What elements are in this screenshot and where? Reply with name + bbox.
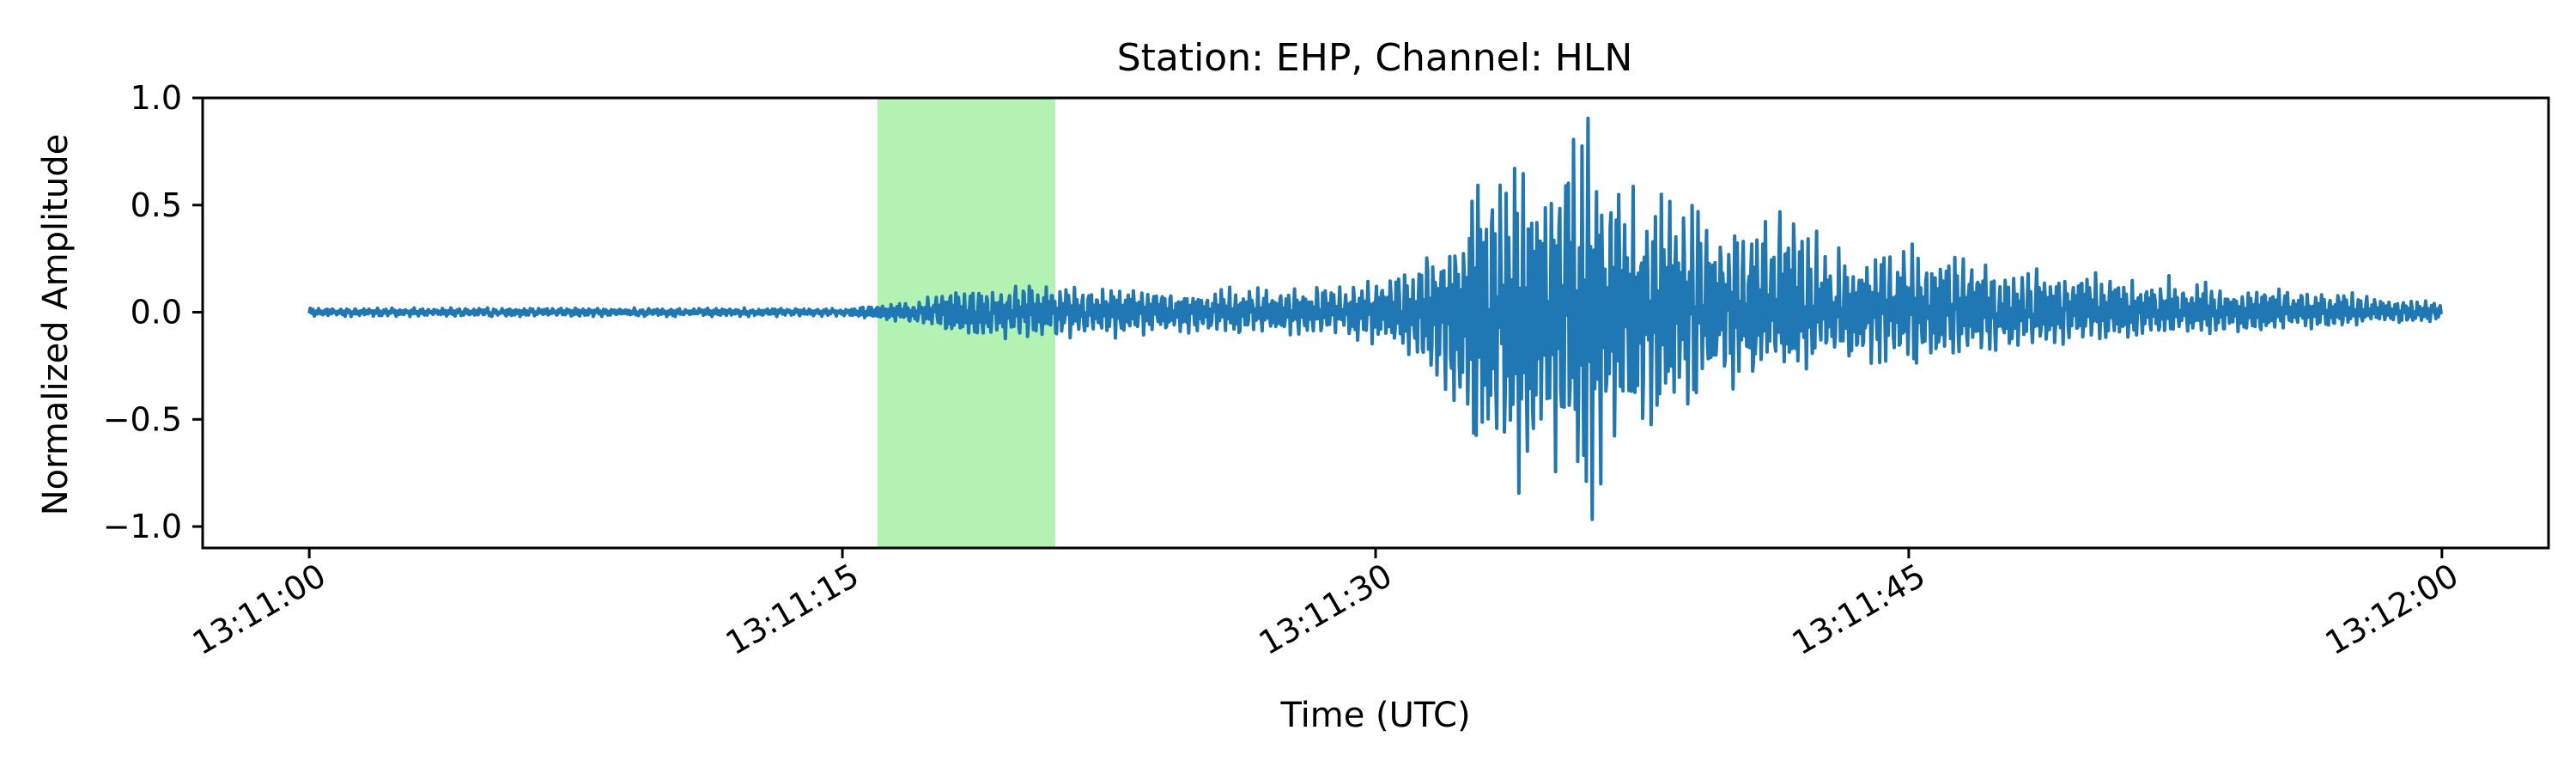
y-tick-label: 0.0: [131, 294, 182, 332]
y-tick-label: 1.0: [131, 79, 182, 117]
y-tick-label: −0.5: [103, 400, 182, 438]
y-axis-label: Normalized Amplitude: [36, 134, 76, 516]
y-tick-label: −1.0: [103, 508, 182, 545]
waveform-trace: [307, 116, 2444, 521]
x-axis: 13:11:00 13:11:15 13:11:30 13:11:45 13:12:00: [186, 548, 2464, 662]
x-tick-label: 13:11:30: [1253, 557, 1399, 662]
plot-area: [307, 116, 2444, 521]
y-axis: 1.0 0.5 0.0 −0.5 −1.0: [103, 79, 203, 545]
chart-title: Station: EHP, Channel: HLN: [1117, 36, 1633, 80]
x-tick-label: 13:11:15: [720, 557, 866, 662]
x-tick-label: 13:12:00: [2319, 557, 2465, 662]
x-axis-label: Time (UTC): [1279, 696, 1470, 735]
x-tick-label: 13:11:00: [186, 557, 332, 662]
y-tick-label: 0.5: [131, 186, 182, 224]
x-tick-label: 13:11:45: [1786, 557, 1932, 662]
